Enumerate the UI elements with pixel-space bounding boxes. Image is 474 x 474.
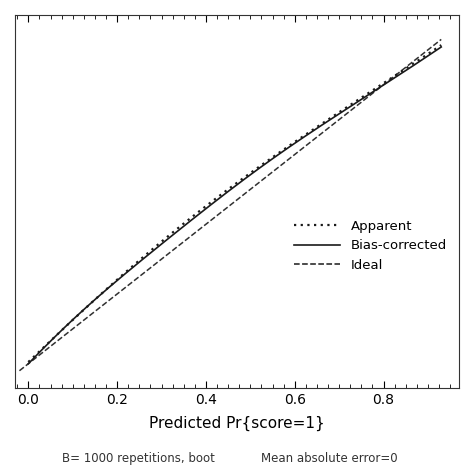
- X-axis label: Predicted Pr{score=1}: Predicted Pr{score=1}: [149, 415, 325, 430]
- Text: Mean absolute error=0: Mean absolute error=0: [261, 452, 397, 465]
- Legend: Apparent, Bias-corrected, Ideal: Apparent, Bias-corrected, Ideal: [289, 214, 452, 277]
- Text: B= 1000 repetitions, boot: B= 1000 repetitions, boot: [62, 452, 215, 465]
